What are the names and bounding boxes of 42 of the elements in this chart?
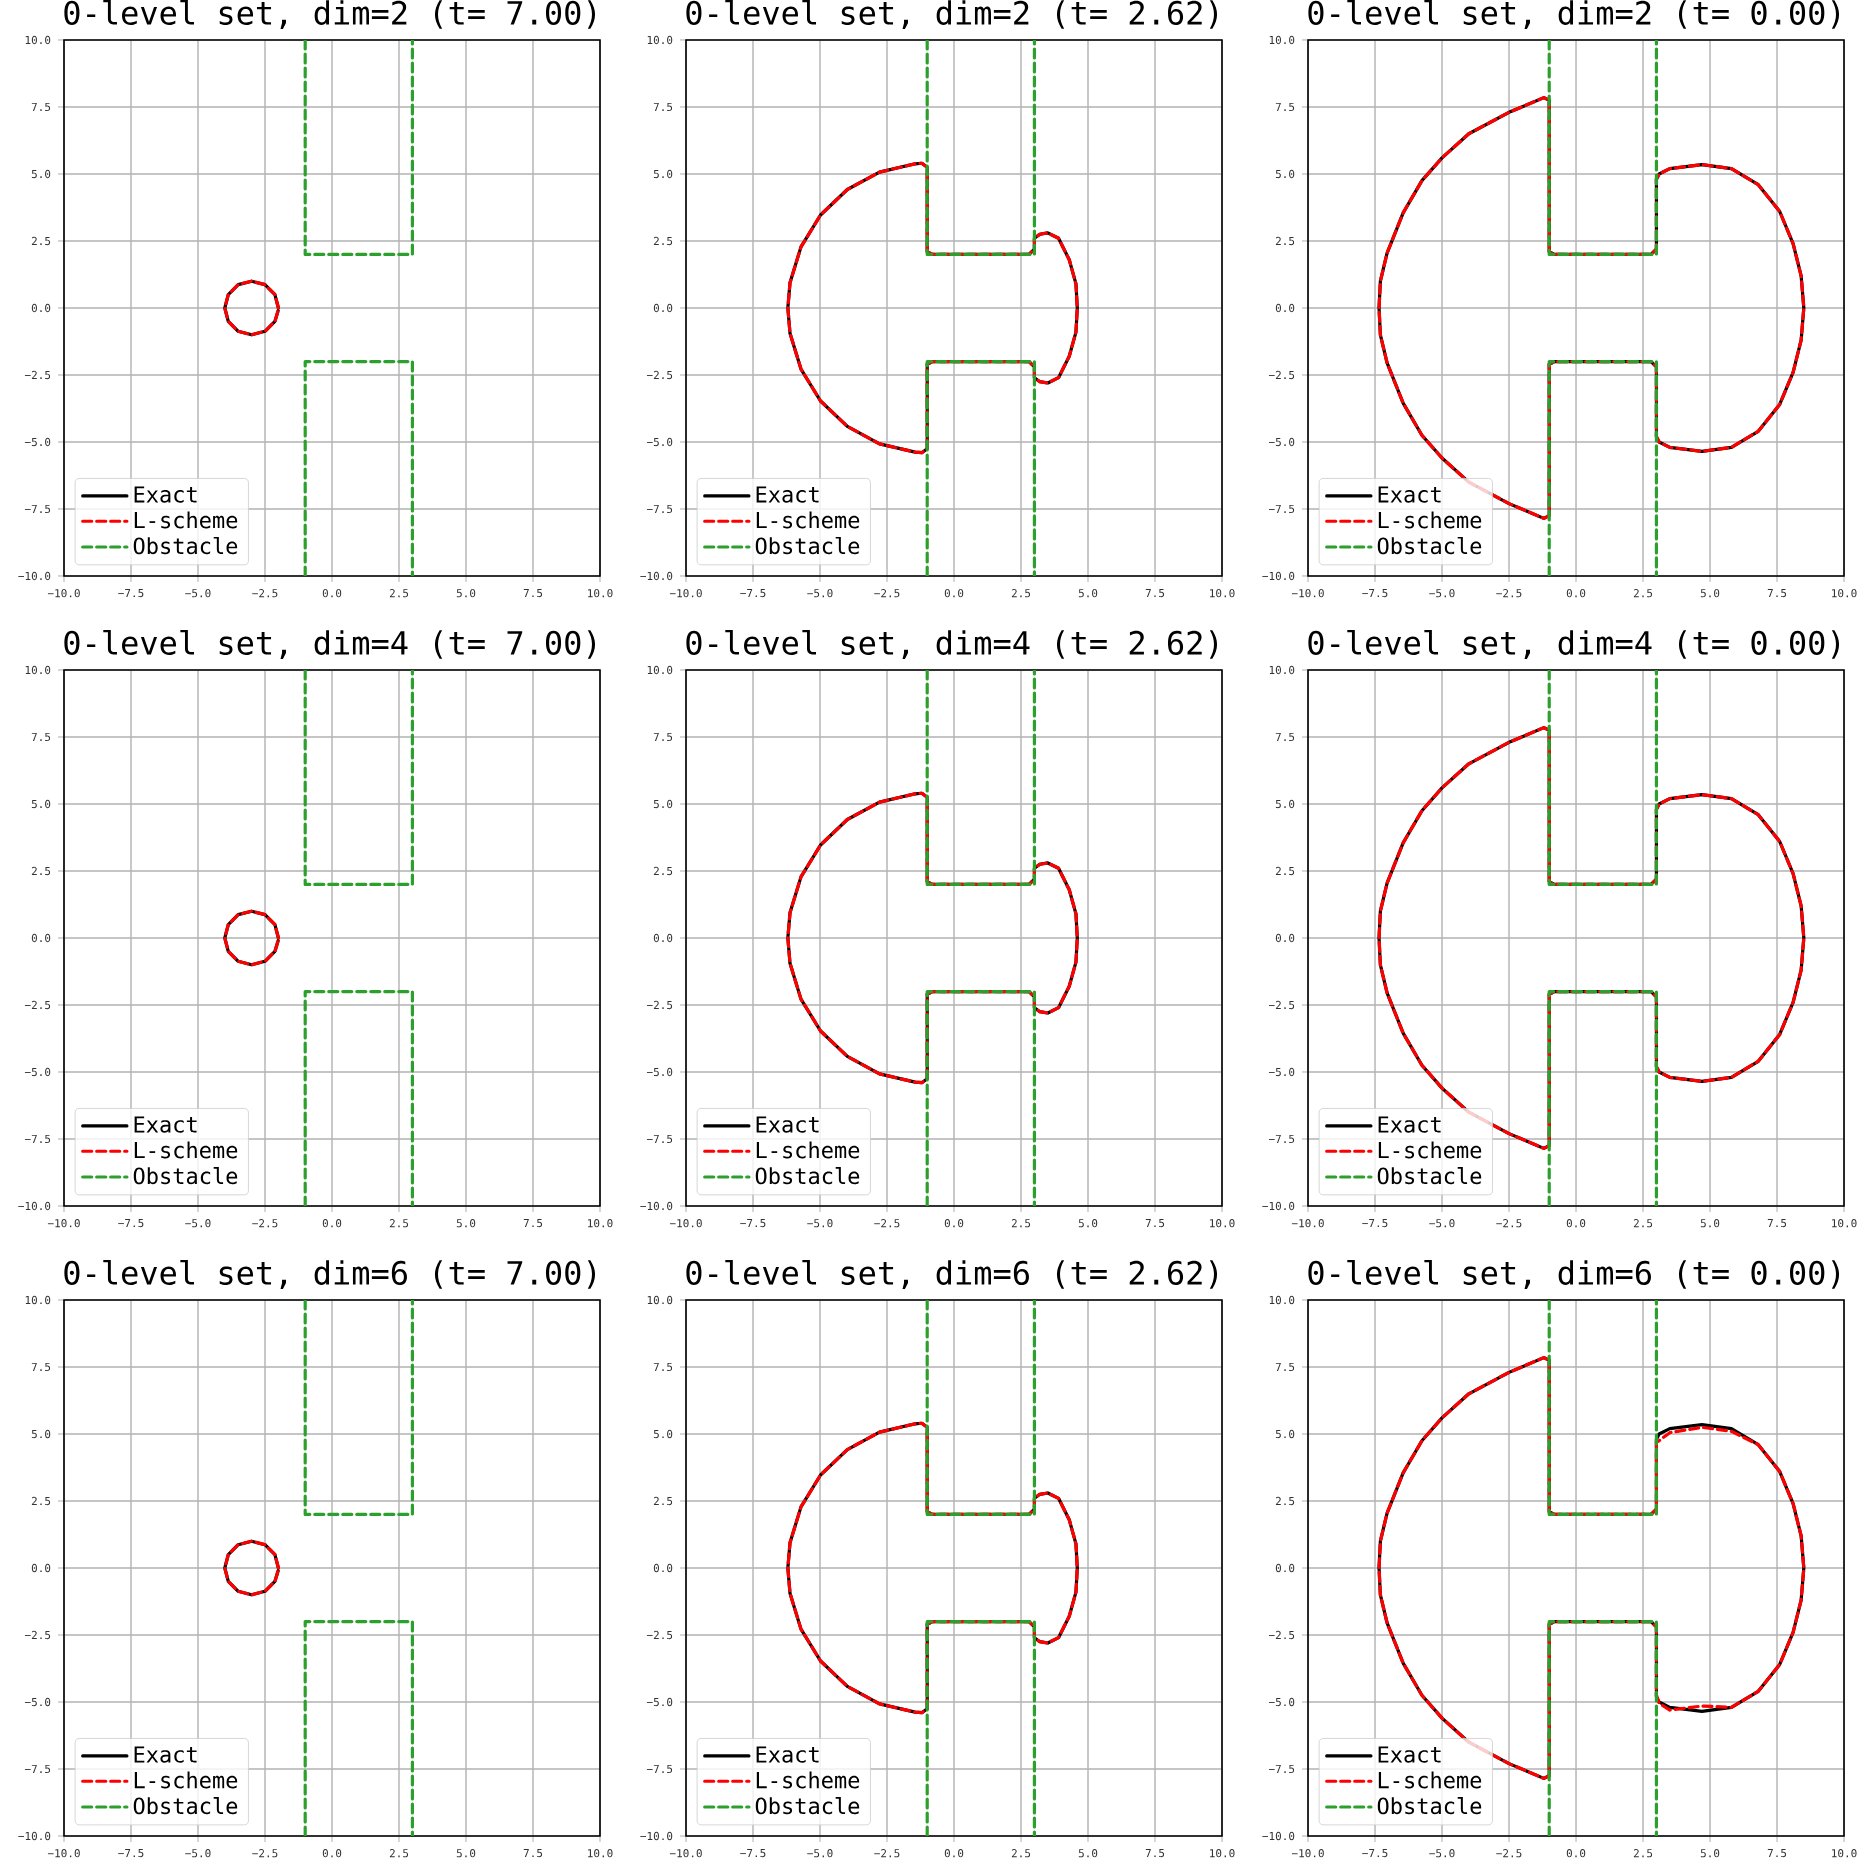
legend-label: L-scheme (134, 1141, 238, 1159)
chart-title: 0-level set, dim=2 (t= 0.00) (1308, 0, 1840, 29)
line-series (223, 909, 280, 967)
chart-title: 0-level set, dim=4 (t= 0.00) (1308, 630, 1840, 660)
legend-label: Exact (1378, 486, 1441, 503)
chart-title: 0-level set, dim=2 (t= 7.00) (64, 0, 596, 29)
legend-label: Obstacle (1377, 1167, 1482, 1185)
legend-label: L-scheme (756, 511, 860, 529)
legend-label: L-scheme (134, 1771, 238, 1789)
legend-label: Obstacle (133, 1167, 238, 1185)
legend-label: L-scheme (1378, 1141, 1482, 1159)
legend-label: Exact (756, 1116, 819, 1133)
legend-label: Exact (134, 1116, 197, 1133)
legend-label: Obstacle (1377, 1797, 1482, 1815)
legend-label: L-scheme (1378, 511, 1482, 529)
legend-label: Obstacle (1377, 537, 1482, 555)
chart-title: 0-level set, dim=6 (t= 2.62) (686, 1260, 1218, 1290)
legend-label: Exact (1378, 1746, 1441, 1763)
legend-label: L-scheme (1378, 1771, 1482, 1789)
legend-label: Exact (1378, 1116, 1441, 1133)
legend-label: L-scheme (756, 1771, 860, 1789)
legend-label: Exact (756, 1746, 819, 1763)
legend-label: Obstacle (133, 1797, 238, 1815)
legend-label: Obstacle (755, 537, 860, 555)
legend-label: Obstacle (133, 537, 238, 555)
chart-title: 0-level set, dim=2 (t= 2.62) (686, 0, 1218, 29)
chart-title: 0-level set, dim=4 (t= 7.00) (64, 630, 596, 660)
line-series (786, 791, 1079, 1085)
line-series (223, 279, 280, 337)
chart-title: 0-level set, dim=6 (t= 0.00) (1308, 1260, 1840, 1290)
line-series (786, 1421, 1079, 1715)
legend-label: L-scheme (134, 511, 238, 529)
legend-label: Exact (134, 1746, 197, 1763)
legend-label: Obstacle (755, 1797, 860, 1815)
legend-label: Obstacle (755, 1167, 860, 1185)
line-series (786, 161, 1079, 455)
chart-title: 0-level set, dim=4 (t= 2.62) (686, 630, 1218, 660)
legend-label: Exact (134, 486, 197, 503)
chart-title: 0-level set, dim=6 (t= 7.00) (64, 1260, 596, 1290)
legend-label: Exact (756, 486, 819, 503)
legend-label: L-scheme (756, 1141, 860, 1159)
line-series (223, 1539, 280, 1597)
